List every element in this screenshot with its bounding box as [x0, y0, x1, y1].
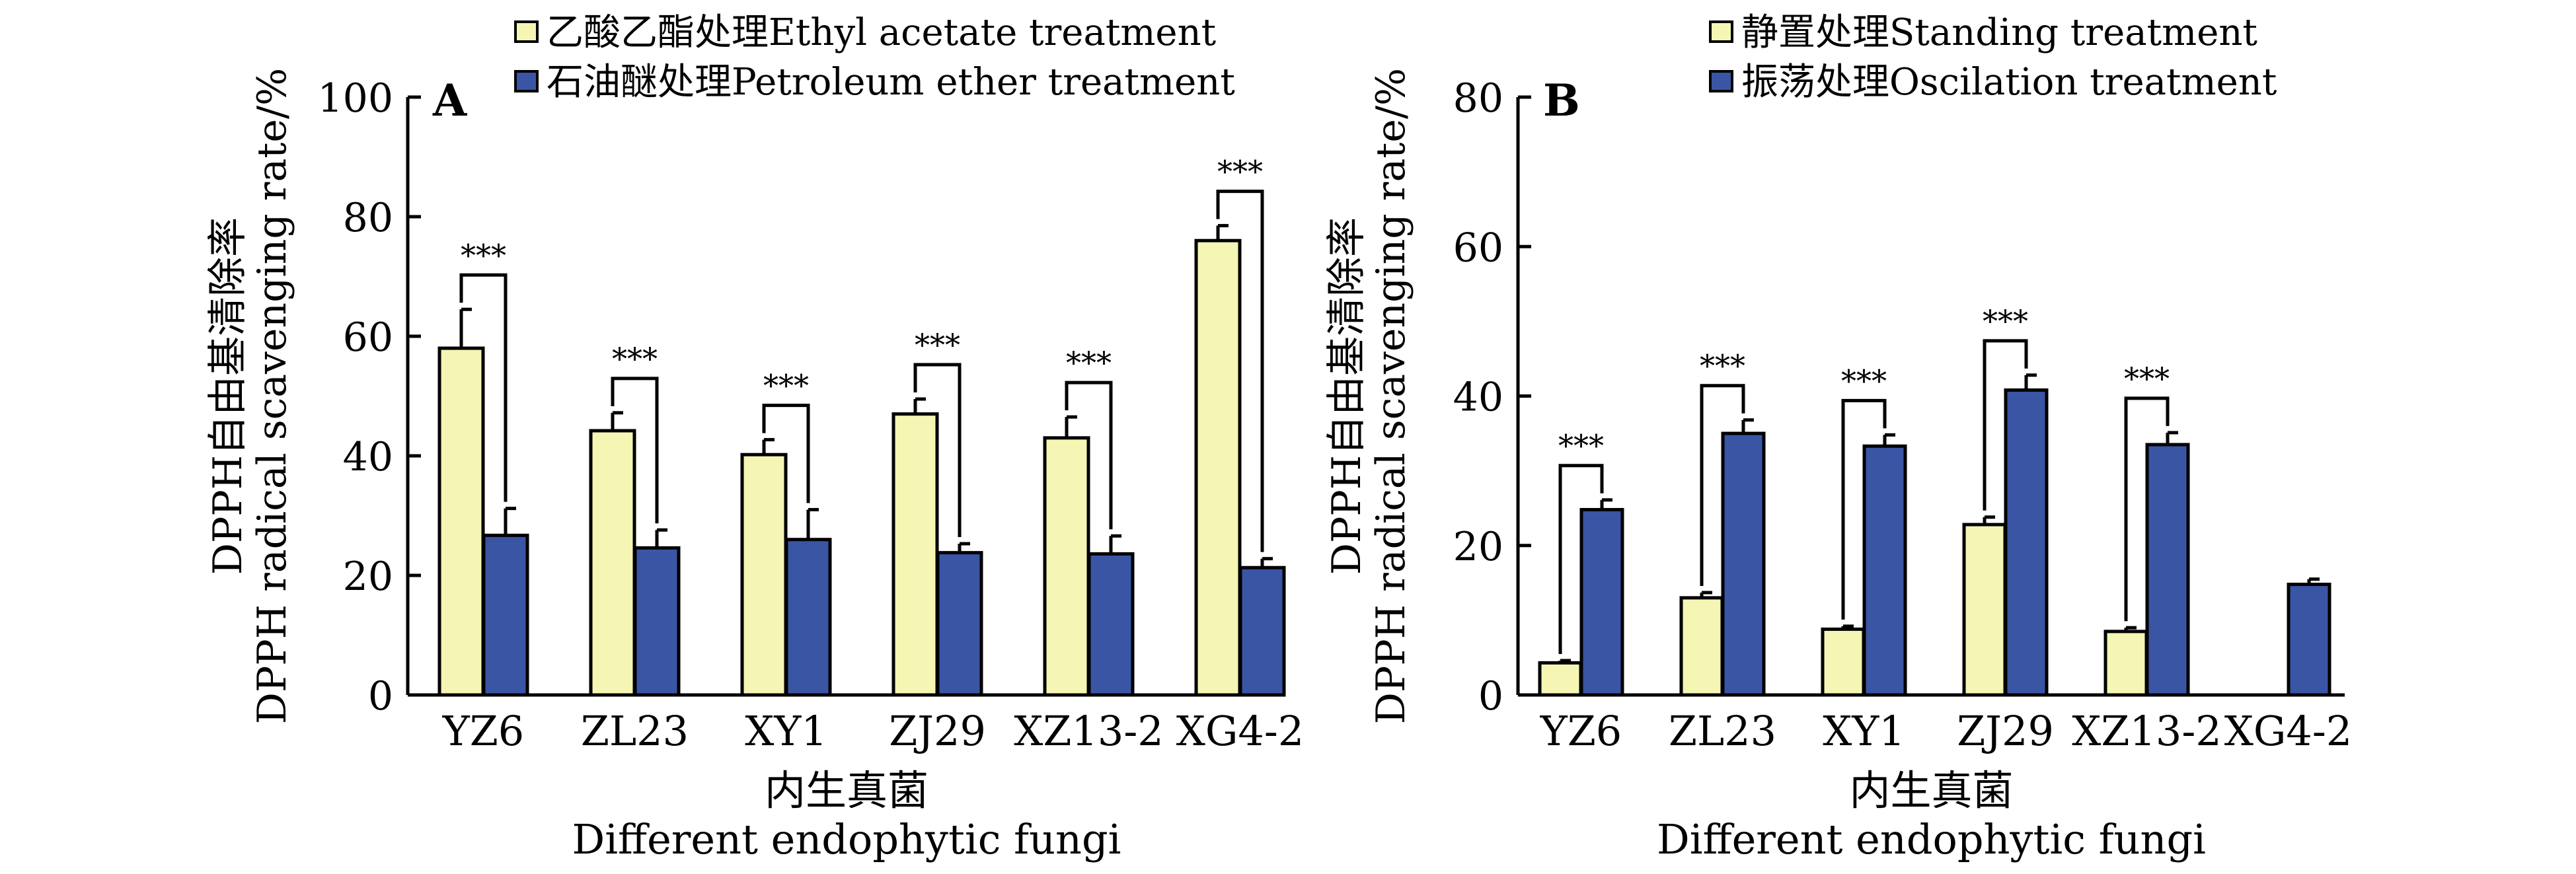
- bar: [2103, 630, 2148, 697]
- significance-bracket: [459, 273, 508, 502]
- x-tick-label: YZ6: [442, 707, 524, 755]
- x-tick-label: XG4-2: [2224, 707, 2353, 755]
- bar: [1679, 596, 1724, 697]
- legend-swatch: [514, 20, 539, 43]
- y-tick-label: 40: [343, 434, 393, 480]
- bar: [936, 551, 983, 697]
- significance-label: ***: [915, 327, 960, 363]
- y-tick-label: 80: [343, 195, 393, 241]
- bar: [740, 453, 788, 697]
- significance-label: ***: [1558, 428, 1604, 464]
- y-tick-label: 60: [1453, 225, 1503, 271]
- legend-label: 石油醚处理Petroleum ether treatment: [547, 61, 1235, 104]
- legend-label: 乙酸乙酯处理Ethyl acetate treatment: [547, 11, 1217, 54]
- bar: [891, 412, 939, 697]
- x-tick-label: XZ13-2: [2072, 707, 2222, 755]
- significance-label: ***: [1700, 348, 1745, 384]
- x-axis-title-cn: 内生真菌: [1849, 766, 2013, 815]
- significance-label: ***: [1983, 303, 2028, 339]
- significance-bracket: [2124, 396, 2170, 622]
- x-axis-title-cn: 内生真菌: [765, 766, 928, 815]
- bar: [2004, 388, 2049, 697]
- x-tick-label: YZ6: [1540, 707, 1622, 755]
- bar: [482, 533, 529, 697]
- significance-bracket: [611, 377, 659, 524]
- significance-label: ***: [2124, 361, 2170, 396]
- bar: [1962, 523, 2007, 697]
- y-axis-title-en: DPPH radical scavenging rate/%: [1368, 68, 1414, 724]
- bar: [1821, 627, 1866, 697]
- x-tick-label: XZ13-2: [1014, 707, 1164, 755]
- y-tick-label: 80: [1453, 75, 1503, 122]
- y-axis-title-cn: DPPH自由基清除率: [205, 217, 251, 575]
- y-axis-title-cn: DPPH自由基清除率: [1324, 217, 1370, 575]
- x-axis-title-en: Different endophytic fungi: [572, 815, 1121, 863]
- panel-label: A: [432, 75, 467, 126]
- legend-swatch: [1709, 20, 1733, 43]
- x-tick-label: ZL23: [1669, 707, 1776, 755]
- x-tick-label: ZJ29: [889, 707, 986, 755]
- x-tick-label: XG4-2: [1176, 707, 1305, 755]
- significance-bracket: [1983, 339, 2028, 511]
- legend-label: 静置处理Standing treatment: [1741, 11, 2257, 54]
- significance-label: ***: [461, 237, 506, 273]
- bar: [437, 346, 485, 697]
- significance-bracket: [762, 404, 810, 503]
- panel-label: B: [1543, 75, 1580, 126]
- bar: [589, 429, 636, 697]
- x-axis-title-en: Different endophytic fungi: [1657, 815, 2206, 863]
- significance-label: ***: [1066, 345, 1112, 381]
- x-tick-label: ZL23: [581, 707, 689, 755]
- y-tick-label: 60: [343, 314, 393, 361]
- bar: [633, 546, 681, 697]
- significance-bracket: [1216, 190, 1264, 552]
- bar: [2145, 443, 2190, 697]
- x-tick-label: XY1: [745, 707, 827, 755]
- significance-bracket: [913, 363, 962, 538]
- bar: [1538, 661, 1583, 697]
- significance-label: ***: [1841, 363, 1887, 398]
- y-tick-label: 100: [317, 75, 393, 122]
- significance-bracket: [1065, 381, 1113, 530]
- significance-bracket: [1841, 398, 1887, 620]
- legend-swatch: [514, 70, 539, 92]
- y-tick-label: 0: [1478, 673, 1503, 719]
- y-tick-label: 20: [343, 554, 393, 600]
- bar: [1579, 507, 1624, 697]
- bar: [784, 538, 832, 697]
- bar: [1721, 431, 1766, 697]
- bar: [1087, 552, 1135, 697]
- y-tick-label: 20: [1453, 524, 1503, 570]
- y-tick-label: 0: [368, 673, 393, 719]
- bar: [1043, 436, 1090, 697]
- significance-label: ***: [763, 368, 809, 404]
- x-tick-label: XY1: [1823, 707, 1905, 755]
- y-axis-title-en: DPPH radical scavenging rate/%: [249, 68, 295, 724]
- significance-bracket: [1700, 384, 1745, 587]
- bar: [2287, 583, 2331, 697]
- bar: [1194, 238, 1242, 697]
- bar: [1238, 565, 1286, 697]
- legend-swatch: [1709, 70, 1733, 92]
- legend-label: 振荡处理Oscilation treatment: [1741, 61, 2277, 104]
- significance-label: ***: [612, 341, 658, 377]
- y-tick-label: 40: [1453, 375, 1503, 421]
- significance-label: ***: [1217, 154, 1263, 190]
- x-tick-label: ZJ29: [1957, 707, 2054, 755]
- bar: [1862, 444, 1907, 697]
- significance-bracket: [1558, 464, 1604, 654]
